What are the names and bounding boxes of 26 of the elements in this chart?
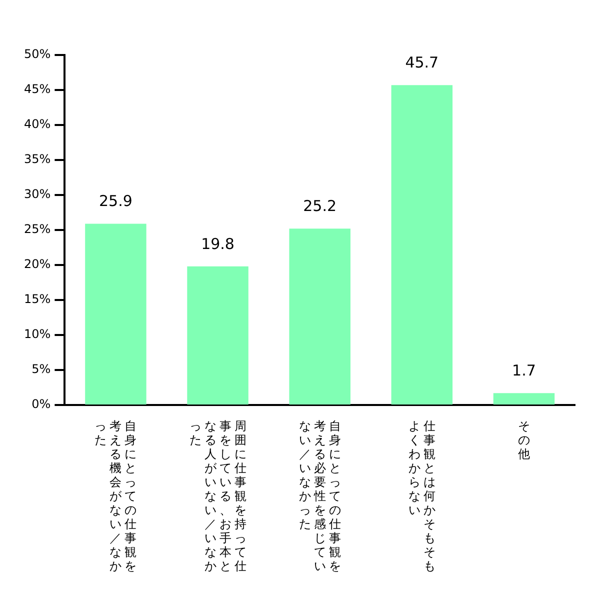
data-label: 1.7 (512, 361, 536, 380)
bar (391, 85, 453, 404)
y-tick-label: 40% (24, 117, 51, 132)
category-label: 仕事観とは何かそもそもよくわからない (408, 419, 436, 573)
y-tick-label: 45% (24, 82, 51, 96)
y-tick-label: 15% (24, 292, 51, 306)
category-label: 自身にとっての仕事観を考える機会がない／なかった (94, 419, 137, 573)
data-label: 45.7 (405, 53, 439, 72)
y-tick-label: 30% (24, 187, 51, 202)
bar (187, 266, 248, 404)
y-tick-label: 0% (32, 397, 51, 412)
y-tick-label: 25% (24, 222, 51, 236)
y-tick-label: 35% (24, 152, 51, 166)
x-tick-label: その他 (517, 419, 530, 463)
data-label: 25.2 (303, 196, 337, 215)
category-label: 周囲に仕事観を持って仕事をしている、お手本となる人がいない／いなかった (189, 419, 246, 573)
data-label: 19.8 (201, 234, 234, 253)
y-tick-label: 20% (24, 257, 51, 272)
y-tick-label: 5% (32, 362, 51, 376)
bar (289, 228, 350, 404)
bar (85, 224, 146, 404)
category-label: 自身にとっての仕事観を考える必要性を感じていない／いなかった (298, 419, 341, 573)
bar (493, 393, 555, 404)
y-tick-label: 10% (24, 327, 51, 342)
data-label: 25.9 (99, 192, 132, 210)
y-tick-label: 50% (24, 47, 51, 62)
